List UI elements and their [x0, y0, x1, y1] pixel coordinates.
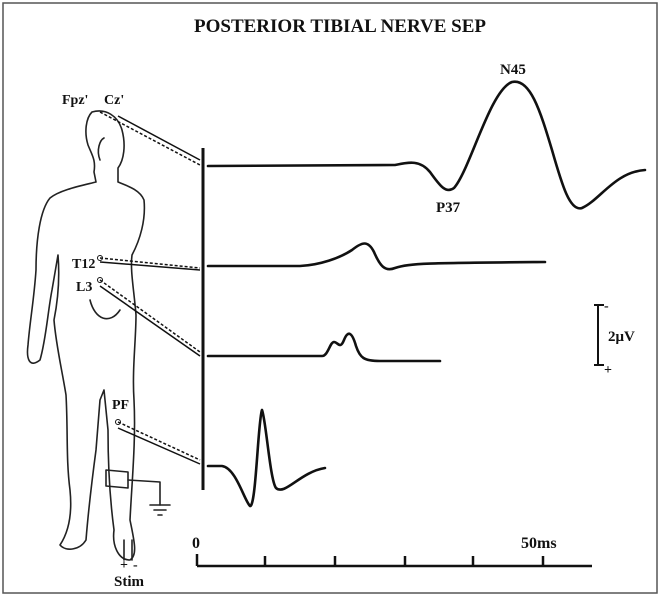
peak-label: N45 [500, 62, 526, 78]
title: POSTERIOR TIBIAL NERVE SEP [194, 16, 486, 37]
waveform [208, 244, 545, 270]
waveform [208, 410, 325, 506]
peak-label: P37 [436, 200, 461, 216]
diagram: POSTERIOR TIBIAL NERVE SEP Fpz' Cz' T12 … [0, 0, 661, 597]
scale-plus: + [604, 363, 612, 378]
scale-bar [594, 305, 604, 365]
frame [3, 3, 657, 593]
electrode-label: PF [112, 398, 129, 413]
stim-label: Stim [114, 574, 145, 590]
waveform [208, 334, 440, 361]
time-axis [197, 554, 592, 566]
scale-label: 2μV [608, 329, 635, 345]
electrode-label: Cz' [104, 93, 124, 108]
time-end: 50ms [521, 535, 557, 552]
electrode-label: L3 [76, 280, 92, 295]
time-start: 0 [192, 535, 200, 552]
electrode-label: Fpz' [62, 93, 88, 108]
electrode-label: T12 [72, 257, 95, 272]
stim-plus: + [120, 558, 128, 573]
stim-minus: - [133, 558, 138, 573]
body-figure [28, 111, 171, 560]
waveform [208, 82, 645, 209]
scale-minus: - [604, 299, 609, 314]
